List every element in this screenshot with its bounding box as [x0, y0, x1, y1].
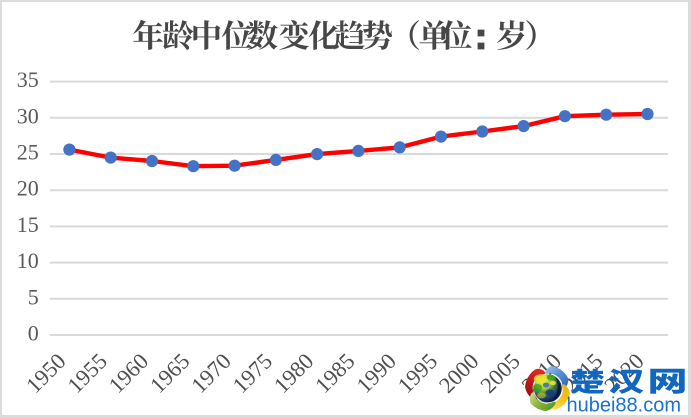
svg-text:5: 5 [28, 284, 39, 309]
svg-text:15: 15 [17, 212, 39, 237]
svg-text:2005: 2005 [475, 348, 524, 397]
svg-text:10: 10 [17, 248, 39, 273]
svg-text:35: 35 [17, 67, 39, 92]
svg-text:25: 25 [17, 140, 39, 165]
svg-text:1950: 1950 [21, 348, 70, 397]
svg-text:20: 20 [17, 176, 39, 201]
svg-text:1965: 1965 [145, 348, 194, 397]
svg-text:1990: 1990 [351, 348, 400, 397]
svg-text:1980: 1980 [269, 348, 318, 397]
svg-text:0: 0 [28, 321, 39, 346]
svg-text:1985: 1985 [310, 348, 359, 397]
svg-text:2000: 2000 [434, 348, 483, 397]
svg-text:1955: 1955 [62, 348, 111, 397]
svg-text:1970: 1970 [186, 348, 235, 397]
svg-text:1960: 1960 [104, 348, 153, 397]
svg-text:1995: 1995 [393, 348, 442, 397]
svg-text:1975: 1975 [228, 348, 277, 397]
svg-text:hubei88.com: hubei88.com [567, 394, 682, 416]
svg-text:30: 30 [17, 103, 39, 128]
